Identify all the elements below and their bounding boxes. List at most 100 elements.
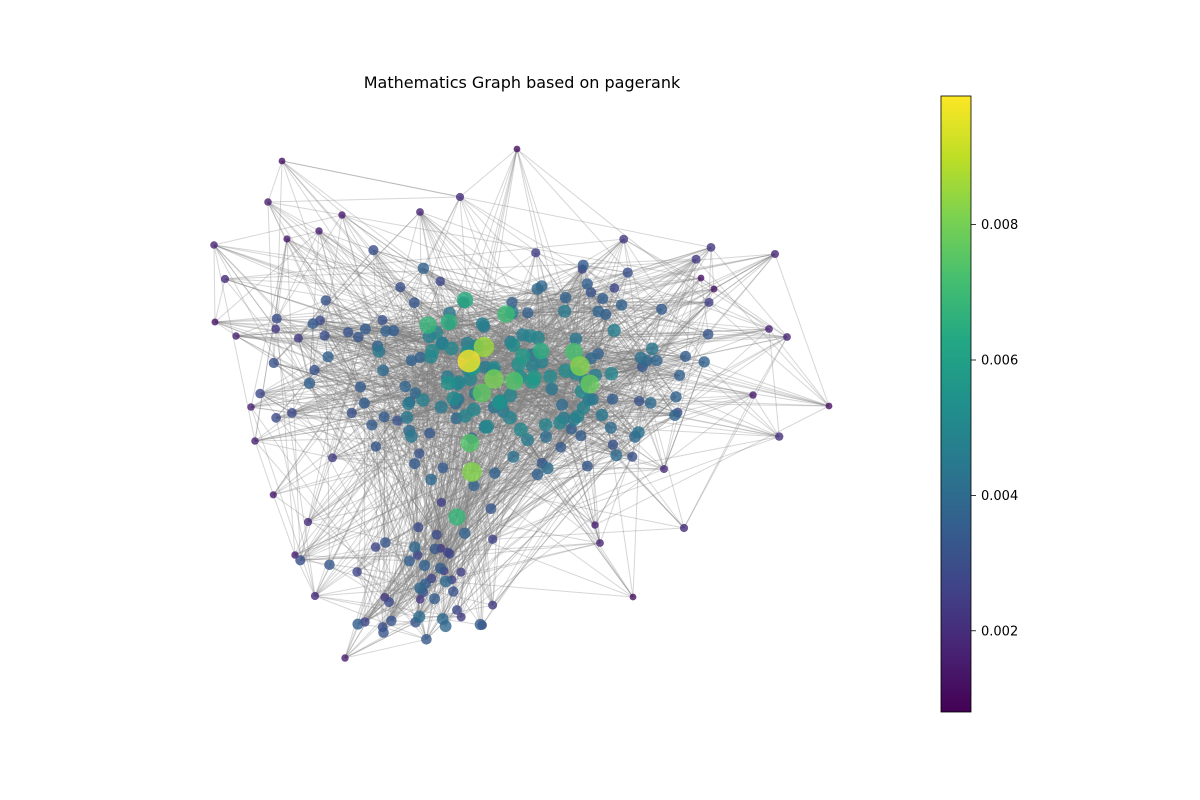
graph-node: [555, 441, 567, 453]
graph-edge: [397, 313, 607, 422]
graph-edge: [391, 598, 435, 622]
graph-edge: [492, 258, 697, 606]
graph-node: [680, 350, 691, 362]
graph-edge: [383, 369, 449, 384]
graph-node: [378, 627, 389, 638]
graph-edge: [281, 160, 457, 419]
graph-node: [634, 351, 647, 364]
graph-edge: [314, 196, 461, 597]
graph-edge: [545, 424, 665, 470]
graph-edge: [425, 442, 471, 584]
graph-node: [436, 497, 446, 507]
graph-node: [522, 307, 534, 319]
graph-edge: [382, 369, 466, 417]
graph-edge: [623, 238, 653, 349]
graph-edge: [415, 313, 450, 623]
graph-edge: [356, 404, 563, 573]
graph-edge: [707, 253, 776, 335]
graph-edge: [356, 414, 603, 573]
graph-edge: [434, 376, 448, 599]
graph-edge: [324, 319, 383, 337]
graph-node: [521, 433, 534, 447]
graph-node: [403, 555, 415, 567]
graph-edge: [399, 287, 420, 617]
graph-edge: [473, 468, 665, 487]
graph-node: [211, 318, 219, 326]
graph-edge: [332, 336, 359, 458]
graph-edge: [312, 267, 424, 325]
graph-edge: [254, 440, 427, 640]
graph-edge: [384, 416, 430, 434]
chart-title: Mathematics Graph based on pagerank: [364, 73, 681, 92]
graph-edge: [214, 321, 442, 408]
graph-edge: [464, 436, 547, 534]
graph-edge: [419, 211, 536, 254]
graph-edge: [400, 286, 466, 301]
graph-edge: [663, 361, 705, 470]
graph-node: [429, 543, 441, 555]
graph-edge: [455, 313, 507, 404]
graph-edge: [378, 335, 430, 352]
graph-edge: [382, 370, 419, 556]
graph-edge: [527, 381, 533, 440]
graph-node: [425, 473, 438, 486]
graph-edge: [213, 244, 565, 312]
graph-edge: [419, 211, 514, 346]
graph-edge: [486, 426, 496, 474]
graph-edge: [615, 277, 702, 456]
graph-node: [669, 409, 681, 422]
graph-edge: [597, 238, 625, 354]
graph-edge: [541, 302, 710, 464]
graph-edge: [469, 442, 601, 544]
graph-node: [419, 316, 437, 334]
graph-edge: [565, 370, 578, 417]
graph-edge: [273, 362, 410, 403]
graph-edge: [471, 314, 607, 473]
graph-node: [615, 299, 628, 311]
graph-edge: [587, 361, 705, 467]
graph-edge: [460, 444, 614, 618]
graph-edge: [300, 559, 432, 579]
graph-edge: [500, 401, 561, 424]
graph-node: [378, 411, 390, 423]
graph-edge: [351, 412, 398, 422]
graph-edge: [273, 362, 415, 465]
graph-edge: [449, 323, 754, 396]
graph-edge: [459, 196, 543, 287]
graph-node: [702, 329, 714, 340]
graph-edge: [297, 338, 310, 384]
graph-edge: [430, 356, 494, 606]
graph-edge: [500, 312, 513, 403]
graph-edge: [623, 238, 788, 338]
graph-edge: [449, 288, 538, 325]
graph-edge: [422, 465, 588, 593]
graph-edge: [298, 337, 415, 464]
graph-edge: [414, 463, 419, 556]
graph-edge: [382, 331, 387, 628]
graph-edge: [319, 320, 458, 385]
graph-edge: [267, 201, 462, 618]
graph-edge: [372, 249, 494, 606]
graph-node: [480, 419, 495, 434]
graph-edge: [351, 196, 461, 414]
graph-edge: [565, 297, 603, 300]
graph-edge: [447, 456, 633, 553]
graph-edge: [324, 335, 384, 371]
graph-edge: [344, 399, 424, 659]
graph-node: [414, 582, 427, 594]
graph-edge: [324, 335, 379, 352]
graph-edge: [445, 581, 634, 598]
graph-edge: [467, 342, 647, 362]
graph-edge: [307, 436, 412, 523]
graph-edge: [298, 286, 401, 339]
graph-edge: [493, 360, 657, 408]
graph-edge: [449, 148, 518, 314]
graph-edge: [580, 435, 633, 458]
graph-node: [455, 192, 465, 202]
graph-edge: [410, 406, 442, 437]
graph-edge: [382, 626, 427, 640]
graph-edge: [459, 196, 583, 270]
graph-edge: [459, 148, 518, 198]
graph-edge: [494, 402, 651, 474]
graph-edge: [473, 287, 615, 486]
